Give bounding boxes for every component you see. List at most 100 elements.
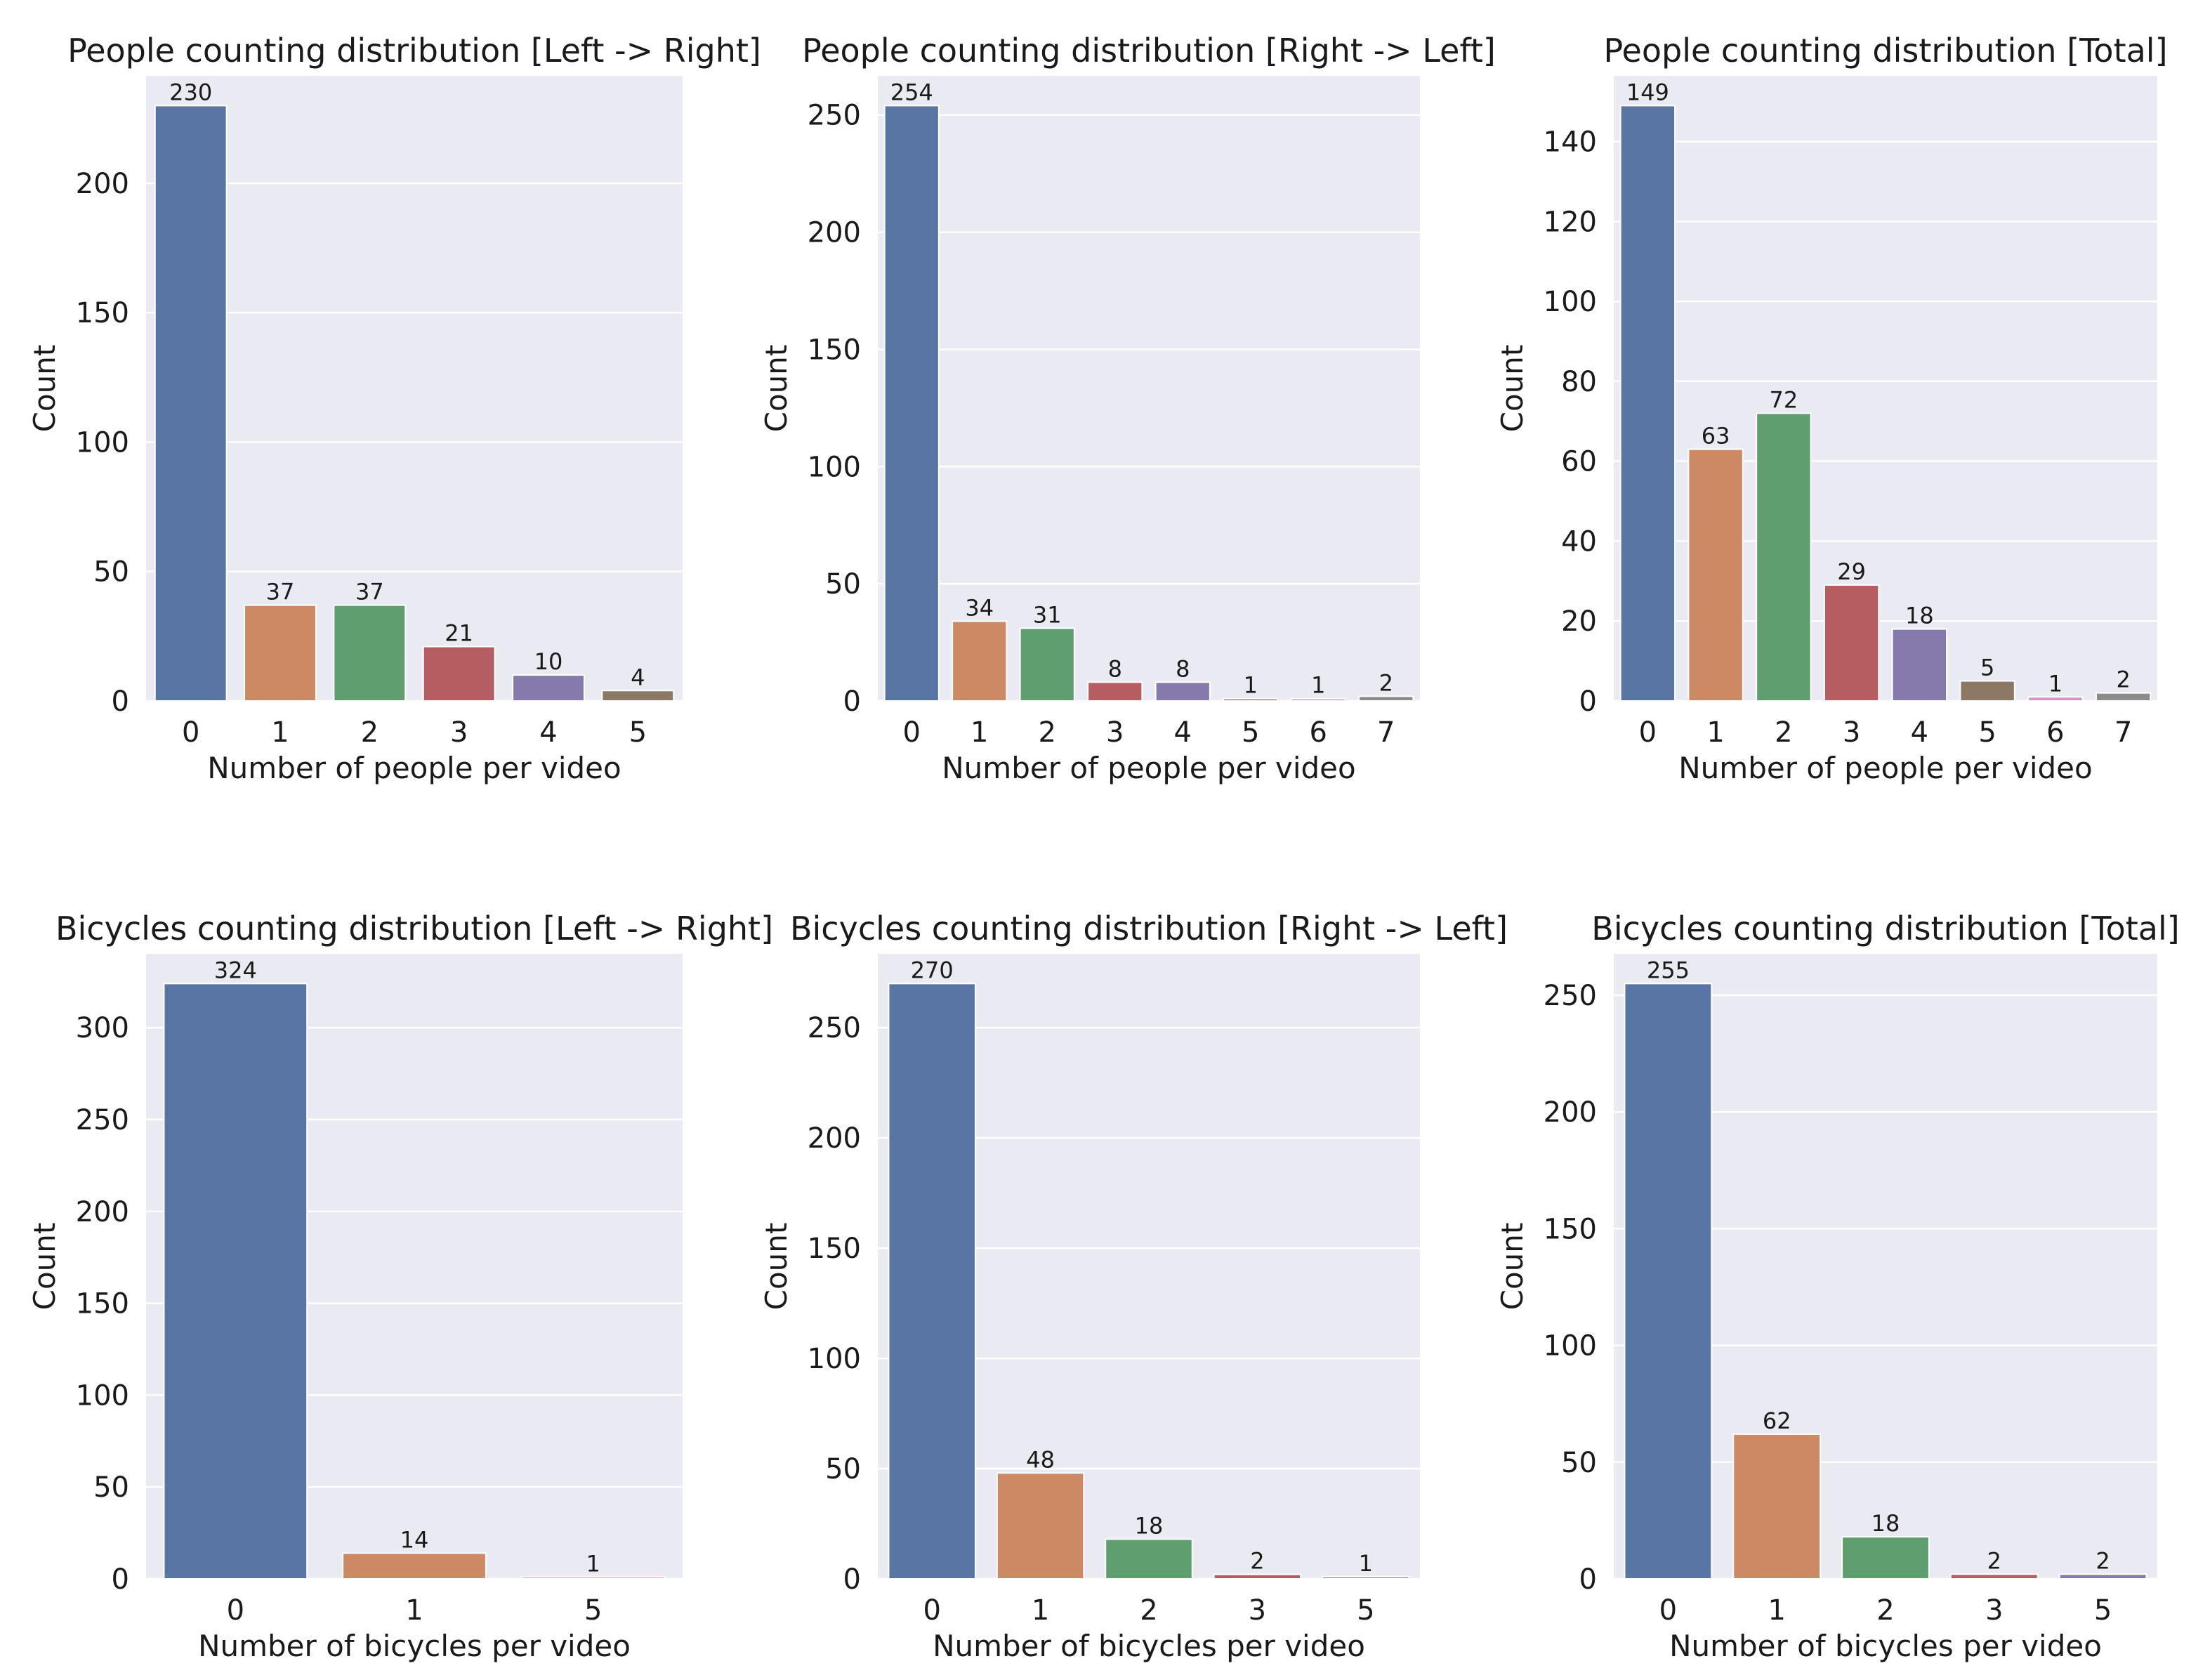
x-tick-label: 0 <box>1659 1594 1677 1627</box>
y-tick-label: 0 <box>112 1563 129 1596</box>
chart-panel-1: 0 50 100 150 200 230 0 37 1 37 2 21 3 10 4 4 5 People cou… <box>27 32 761 785</box>
y-tick-label: 150 <box>76 1288 129 1320</box>
data-label: 37 <box>355 579 384 605</box>
data-label: 21 <box>445 620 473 647</box>
bar-1 <box>244 604 317 702</box>
y-tick-label: 100 <box>1544 286 1597 318</box>
data-label: 14 <box>400 1526 429 1553</box>
x-tick-label: 1 <box>405 1594 423 1627</box>
data-label: 324 <box>214 957 257 983</box>
y-tick-label: 100 <box>808 1343 861 1375</box>
x-axis-label: Number of people per video <box>942 751 1355 785</box>
bar-5 <box>1322 1575 1410 1580</box>
y-tick-label: 200 <box>76 1196 129 1228</box>
x-axis-label: Number of bicycles per video <box>198 1629 631 1663</box>
x-tick-label: 0 <box>182 716 199 749</box>
y-tick-label: 50 <box>93 1471 129 1504</box>
bar-0 <box>1619 105 1676 702</box>
y-tick-label: 100 <box>1544 1330 1597 1363</box>
chart-panel-3: 0 20 40 60 80 100 120 140 149 0 63 1 72 2 29 3 18 4 5 5 1 6 2 7… <box>1495 32 2168 785</box>
bar-2 <box>1019 627 1075 702</box>
x-tick-label: 5 <box>584 1594 602 1627</box>
y-axis-label: Count <box>27 1223 62 1311</box>
x-tick-label: 5 <box>1978 716 1996 749</box>
bar-5 <box>520 1576 666 1580</box>
y-tick-label: 300 <box>76 1012 129 1044</box>
data-label: 2 <box>2095 1547 2110 1574</box>
y-tick-label: 60 <box>1561 446 1597 478</box>
y-tick-label: 0 <box>843 685 861 718</box>
bar-2 <box>1105 1538 1193 1580</box>
x-tick-label: 6 <box>2046 716 2064 749</box>
y-tick-label: 250 <box>1544 980 1597 1012</box>
data-label: 1 <box>2048 670 2062 697</box>
y-tick-label: 0 <box>1579 685 1597 718</box>
y-tick-label: 0 <box>1579 1563 1597 1596</box>
bar-1 <box>996 1472 1085 1580</box>
data-label: 29 <box>1837 558 1866 585</box>
data-label: 18 <box>1905 603 1934 629</box>
x-tick-label: 1 <box>1032 1594 1049 1627</box>
y-tick-label: 50 <box>825 1453 861 1485</box>
bar-3 <box>1087 681 1143 702</box>
x-tick-label: 2 <box>361 716 379 749</box>
data-label: 1 <box>1311 672 1325 699</box>
x-tick-label: 7 <box>1377 716 1395 749</box>
plot-area <box>878 76 1420 701</box>
data-label: 5 <box>1980 655 1994 681</box>
data-label: 31 <box>1033 602 1062 629</box>
y-tick-label: 200 <box>808 217 861 249</box>
x-tick-label: 3 <box>1985 1594 2003 1627</box>
bar-7 <box>1358 695 1414 702</box>
data-label: 2 <box>1379 669 1393 696</box>
bar-0 <box>888 983 976 1580</box>
x-tick-label: 7 <box>2114 716 2132 749</box>
data-label: 1 <box>1359 1550 1373 1577</box>
data-label: 8 <box>1108 655 1122 682</box>
data-label: 2 <box>2116 667 2130 693</box>
x-tick-label: 2 <box>1140 1594 1157 1627</box>
y-axis-label: Count <box>27 345 62 433</box>
data-label: 2 <box>1250 1548 1264 1575</box>
chart-title: Bicycles counting distribution [Right ->… <box>790 910 1508 947</box>
y-axis-label: Count <box>759 1223 794 1311</box>
y-tick-label: 250 <box>76 1104 129 1136</box>
x-tick-label: 2 <box>1876 1594 1894 1627</box>
y-tick-label: 150 <box>808 334 861 366</box>
y-tick-label: 200 <box>808 1122 861 1155</box>
bar-3 <box>1823 584 1880 702</box>
x-tick-label: 3 <box>1249 1594 1266 1627</box>
bar-0 <box>883 105 940 702</box>
y-tick-label: 20 <box>1561 605 1597 638</box>
data-label: 254 <box>890 79 933 105</box>
data-label: 72 <box>1770 386 1798 413</box>
y-tick-label: 200 <box>76 168 129 200</box>
x-tick-label: 1 <box>1706 716 1724 749</box>
chart-panel-2: 0 50 100 150 200 250 254 0 34 1 31 2 8 3 8 4 1 5 1 6 2 7 Peopl… <box>759 32 1496 785</box>
data-label: 48 <box>1026 1446 1055 1473</box>
chart-title: Bicycles counting distribution [Left -> … <box>55 910 773 947</box>
data-label: 62 <box>1763 1407 1791 1434</box>
bar-4 <box>512 674 585 702</box>
y-tick-label: 40 <box>1561 525 1597 558</box>
bar-0 <box>1624 983 1713 1580</box>
data-label: 230 <box>169 79 212 105</box>
data-label: 18 <box>1871 1510 1900 1537</box>
bar-4 <box>1154 681 1211 702</box>
data-label: 37 <box>266 579 295 605</box>
bar-4 <box>1891 628 1948 702</box>
y-tick-label: 50 <box>825 568 861 601</box>
bar-3 <box>1213 1573 1302 1580</box>
y-tick-label: 150 <box>1544 1213 1597 1245</box>
x-axis-label: Number of people per video <box>207 751 621 785</box>
bar-2 <box>1841 1536 1930 1580</box>
x-tick-label: 5 <box>1242 716 1259 749</box>
y-tick-label: 50 <box>93 556 129 589</box>
x-tick-label: 6 <box>1310 716 1327 749</box>
x-tick-label: 0 <box>227 1594 244 1627</box>
data-label: 4 <box>631 664 645 690</box>
x-tick-label: 1 <box>1768 1594 1785 1627</box>
x-tick-label: 4 <box>1174 716 1192 749</box>
bar-6 <box>1290 697 1346 702</box>
